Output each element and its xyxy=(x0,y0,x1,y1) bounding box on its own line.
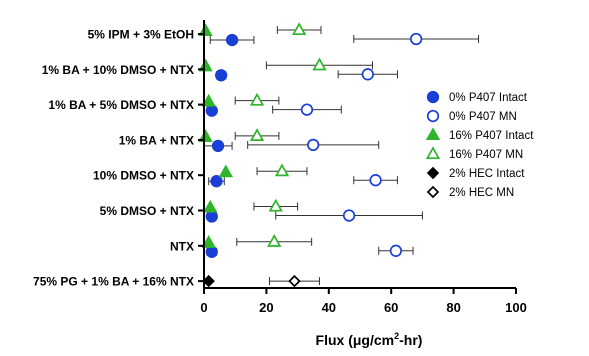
data-point-16-p407-intact xyxy=(198,58,213,72)
data-point-0-p407-intact xyxy=(205,104,218,117)
data-point-0-p407-intact xyxy=(225,33,239,47)
x-tick-label: 40 xyxy=(322,300,336,315)
legend-label: 2% HEC Intact xyxy=(449,168,525,180)
data-point-16-p407-mn xyxy=(249,128,265,141)
data-markers xyxy=(198,22,423,288)
data-point-16-p407-intact xyxy=(198,23,213,37)
data-point-0-p407-mn xyxy=(389,244,403,257)
legend: 0% P407 Intact 0% P407 MN 16% P407 Intact 1… xyxy=(425,90,534,199)
legend-marker-0-p407-intact xyxy=(426,90,440,104)
axes xyxy=(198,20,517,294)
data-point-0-p407-intact xyxy=(215,69,228,82)
data-point-16-p407-mn xyxy=(274,163,290,177)
x-tick-label: 80 xyxy=(446,300,460,315)
legend-marker-2-hec-intact xyxy=(426,166,440,180)
x-tick-label: 20 xyxy=(259,300,273,315)
data-point-16-p407-mn xyxy=(268,198,283,212)
data-point-0-p407-mn xyxy=(307,138,320,152)
data-point-0-p407-intact xyxy=(205,210,218,223)
category-label: 5% DMSO + NTX xyxy=(100,204,194,218)
data-point-16-p407-intact xyxy=(218,164,233,178)
category-label: 1% BA + 10% DMSO + NTX xyxy=(42,63,194,77)
data-point-2-hec-mn xyxy=(288,274,301,288)
category-label: 75% PG + 1% BA + 16% NTX xyxy=(33,275,194,289)
data-point-2-hec-intact xyxy=(202,274,215,288)
legend-marker-2-hec-mn xyxy=(426,185,440,199)
data-point-0-p407-mn xyxy=(361,68,374,81)
x-tick-label: 60 xyxy=(384,300,398,315)
x-tick-labels: 0 20 40 60 80 100 xyxy=(200,300,526,315)
data-point-16-p407-mn xyxy=(312,57,327,71)
data-point-0-p407-intact xyxy=(211,139,225,153)
data-point-0-p407-mn xyxy=(300,103,314,116)
legend-marker-0-p407-mn xyxy=(426,109,440,123)
data-point-0-p407-mn xyxy=(369,174,382,187)
legend-label: 0% P407 MN xyxy=(449,111,517,123)
legend-label: 2% HEC MN xyxy=(449,187,514,199)
category-label: 5% IPM + 3% EtOH xyxy=(88,28,194,42)
data-point-16-p407-mn xyxy=(292,22,307,36)
data-point-0-p407-intact xyxy=(205,245,218,258)
data-point-16-p407-mn xyxy=(249,92,265,106)
data-point-0-p407-mn xyxy=(342,209,356,222)
x-axis-label: Flux (μg/cm2-hr) xyxy=(316,331,423,348)
x-tick-label: 100 xyxy=(505,300,527,315)
data-point-16-p407-intact xyxy=(198,129,213,142)
category-labels: 5% IPM + 3% EtOH 1% BA + 10% DMSO + NTX 1%… xyxy=(33,28,194,289)
data-point-16-p407-intact xyxy=(201,93,216,107)
data-point-0-p407-intact xyxy=(210,175,223,188)
data-point-16-p407-intact xyxy=(203,199,218,213)
data-point-16-p407-intact xyxy=(201,235,216,248)
legend-label: 0% P407 Intact xyxy=(449,92,528,104)
legend-marker-16-p407-intact xyxy=(425,127,441,141)
data-point-0-p407-mn xyxy=(410,32,423,46)
category-label: 1% BA + 5% DMSO + NTX xyxy=(48,98,194,112)
category-label: NTX xyxy=(170,239,194,253)
x-tick-label: 0 xyxy=(200,300,207,315)
legend-marker-16-p407-mn xyxy=(425,146,441,160)
category-label: 10% DMSO + NTX xyxy=(93,169,194,183)
category-label: 1% BA + NTX xyxy=(119,133,194,147)
legend-label: 16% P407 MN xyxy=(449,149,523,161)
data-point-16-p407-mn xyxy=(267,234,282,247)
legend-label: 16% P407 Intact xyxy=(449,130,534,142)
